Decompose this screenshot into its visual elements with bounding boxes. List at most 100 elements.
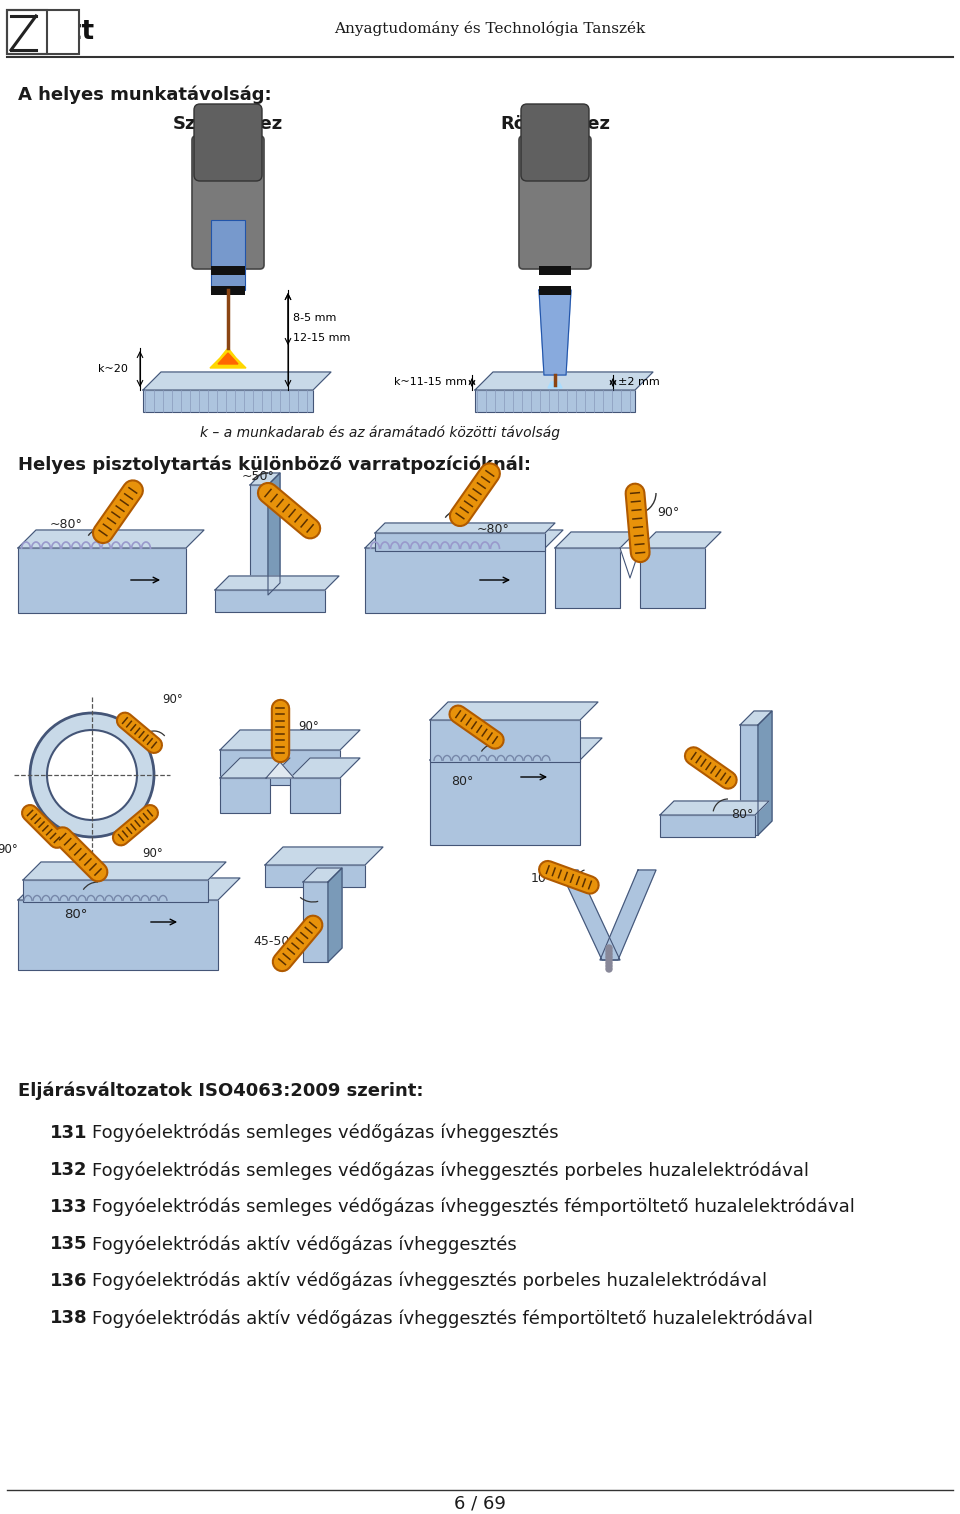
Text: 90°: 90° (657, 506, 679, 519)
Circle shape (47, 730, 137, 821)
FancyBboxPatch shape (194, 104, 262, 182)
Bar (740, 725, 758, 836)
Text: 136: 136 (50, 1272, 87, 1290)
Polygon shape (640, 531, 721, 548)
Polygon shape (210, 348, 246, 368)
Text: Fogyóelektródás aktív védőgázas ívheggesztés fémportöltető huzalelektródával: Fogyóelektródás aktív védőgázas ívhegges… (92, 1310, 813, 1328)
Polygon shape (560, 871, 620, 960)
Bar (365, 548, 545, 613)
Polygon shape (18, 878, 240, 899)
Text: Anyagtudomány és Technológia Tanszék: Anyagtudomány és Technológia Tanszék (334, 21, 646, 35)
Polygon shape (539, 291, 571, 375)
Text: ±2 mm: ±2 mm (618, 377, 660, 388)
Text: 90°: 90° (298, 721, 319, 733)
Text: 138: 138 (50, 1310, 87, 1326)
Bar (7, 11, 47, 55)
Polygon shape (555, 531, 636, 548)
Bar (211, 220, 245, 291)
Bar (290, 778, 340, 813)
Text: k~20: k~20 (98, 363, 128, 374)
Polygon shape (430, 737, 602, 760)
Polygon shape (475, 372, 653, 391)
Text: 90°: 90° (142, 846, 163, 860)
Polygon shape (620, 548, 640, 578)
Polygon shape (365, 530, 563, 548)
Circle shape (606, 960, 612, 966)
Bar (211, 286, 245, 295)
Text: 12-15 mm: 12-15 mm (293, 333, 350, 344)
Polygon shape (266, 762, 294, 778)
Text: 90°: 90° (0, 843, 17, 855)
Text: 133: 133 (50, 1198, 87, 1216)
Polygon shape (548, 382, 562, 388)
Text: 135: 135 (50, 1235, 87, 1254)
Polygon shape (18, 530, 204, 548)
Polygon shape (430, 702, 598, 721)
FancyBboxPatch shape (521, 104, 589, 182)
Polygon shape (268, 472, 280, 595)
FancyBboxPatch shape (519, 136, 591, 269)
Bar (375, 533, 545, 551)
Text: 80°: 80° (64, 908, 87, 921)
Polygon shape (600, 871, 656, 960)
Circle shape (606, 954, 612, 960)
Polygon shape (328, 868, 342, 961)
Bar (250, 484, 268, 595)
FancyBboxPatch shape (192, 136, 264, 269)
Polygon shape (218, 353, 238, 363)
Text: ~80°: ~80° (50, 518, 83, 531)
Polygon shape (220, 759, 290, 778)
Text: k – a munkadarab és az áramátadó közötti távolság: k – a munkadarab és az áramátadó közötti… (200, 425, 560, 439)
Text: Helyes pisztolytartás különböző varratpozícióknál:: Helyes pisztolytartás különböző varratpo… (18, 456, 531, 474)
Text: k~11-15 mm: k~11-15 mm (394, 377, 467, 388)
Text: 90°: 90° (162, 693, 182, 706)
Text: 132: 132 (50, 1161, 87, 1179)
Polygon shape (740, 712, 772, 725)
Text: 131: 131 (50, 1123, 87, 1142)
Polygon shape (143, 372, 331, 391)
Text: Fogyóelektródás aktív védőgázas ívheggesztés porbeles huzalelektródával: Fogyóelektródás aktív védőgázas ívhegges… (92, 1272, 767, 1290)
Bar (475, 391, 635, 412)
Bar (430, 721, 580, 762)
Bar (265, 864, 365, 887)
Circle shape (606, 957, 612, 963)
Text: Eljárásváltozatok ISO4063:2009 szerint:: Eljárásváltozatok ISO4063:2009 szerint: (18, 1083, 423, 1101)
Bar (220, 778, 270, 813)
Text: Fogyóelektródás semleges védőgázas ívheggesztés fémportöltető huzalelektródával: Fogyóelektródás semleges védőgázas ívheg… (92, 1198, 854, 1217)
Polygon shape (23, 861, 226, 880)
Text: 8-5 mm: 8-5 mm (293, 313, 336, 322)
Bar (660, 815, 755, 837)
Text: Szóróívhez: Szóróívhez (173, 115, 283, 133)
Text: Fogyóelektródás aktív védőgázas ívheggesztés: Fogyóelektródás aktív védőgázas ívhegges… (92, 1235, 516, 1254)
Polygon shape (758, 712, 772, 836)
Text: 10°: 10° (531, 872, 553, 886)
Polygon shape (375, 522, 555, 533)
Circle shape (606, 966, 612, 972)
Text: A helyes munkatávolság:: A helyes munkatávolság: (18, 85, 272, 103)
Bar (303, 883, 328, 961)
Polygon shape (303, 868, 342, 883)
Bar (220, 749, 340, 784)
Bar (7, 11, 79, 55)
Text: 80°: 80° (451, 775, 473, 787)
Bar (539, 286, 571, 295)
Bar (211, 266, 245, 276)
Circle shape (606, 948, 612, 954)
Polygon shape (660, 801, 769, 815)
Circle shape (30, 713, 154, 837)
Polygon shape (250, 472, 280, 484)
Bar (430, 760, 580, 845)
Bar (555, 548, 620, 609)
Circle shape (606, 945, 612, 951)
Text: Rövidívhez: Rövidívhez (500, 115, 610, 133)
Text: 80°: 80° (731, 808, 754, 821)
Bar (640, 548, 705, 609)
Bar (539, 266, 571, 276)
Bar (143, 391, 313, 412)
Polygon shape (215, 575, 339, 590)
Polygon shape (265, 846, 383, 864)
Text: 45-50°: 45-50° (253, 936, 297, 948)
Bar (23, 880, 208, 902)
Text: Fogyóelektródás semleges védőgázas ívheggesztés: Fogyóelektródás semleges védőgázas ívheg… (92, 1123, 559, 1143)
Circle shape (606, 963, 612, 969)
